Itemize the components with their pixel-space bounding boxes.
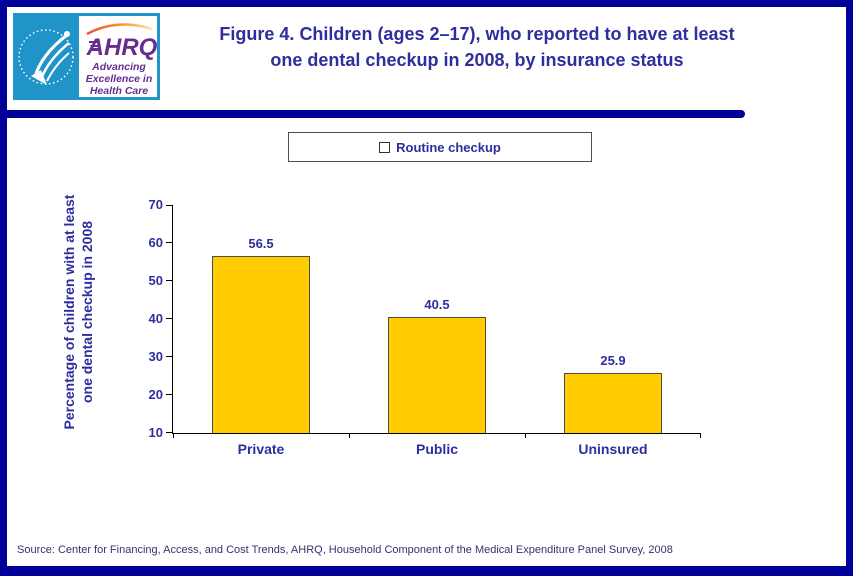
bar-value-label: 40.5 — [424, 297, 450, 313]
source-note: Source: Center for Financing, Access, an… — [17, 544, 673, 556]
x-tick-mark — [173, 433, 174, 438]
y-axis-title-line2: one dental checkup in 2008 — [79, 220, 95, 404]
ahrq-hhs-logo-graphic: AHRQ Advancing Excellence in Health Care — [13, 13, 160, 100]
y-tick-label: 10 — [148, 425, 163, 440]
slide-content: AHRQ Advancing Excellence in Health Care… — [7, 7, 846, 566]
ahrq-tagline-line2: Excellence in — [86, 73, 153, 85]
legend-label: Routine checkup — [396, 139, 501, 155]
legend: Routine checkup — [288, 132, 592, 162]
x-tick-mark — [349, 433, 350, 438]
category-label-uninsured: Uninsured — [578, 441, 648, 457]
y-tick-label: 20 — [148, 387, 163, 402]
y-tick-mark — [166, 356, 172, 357]
header-divider — [7, 110, 745, 118]
bar-value-label: 25.9 — [600, 352, 626, 368]
bar-value-label: 56.5 — [248, 236, 274, 252]
y-tick-label: 30 — [148, 349, 163, 364]
bar-public — [388, 317, 486, 433]
y-tick-label: 50 — [148, 273, 163, 288]
ahrq-logo-text: AHRQ — [86, 34, 158, 61]
y-tick-label: 60 — [148, 235, 163, 250]
y-axis-title: Percentage of children with at least one… — [60, 157, 96, 467]
bar-private — [212, 256, 310, 433]
category-label-public: Public — [415, 441, 458, 457]
hhs-eagle-icon — [18, 29, 74, 85]
legend-swatch-icon — [379, 141, 391, 153]
x-tick-mark — [525, 433, 526, 438]
bar-uninsured — [564, 372, 662, 433]
x-tick-mark — [700, 433, 701, 438]
y-tick-label: 40 — [148, 311, 163, 326]
figure-title-line1: Figure 4. Children (ages 2–17), who repo… — [219, 24, 735, 44]
y-tick-mark — [166, 432, 172, 433]
ahrq-tagline-line3: Health Care — [90, 85, 149, 97]
rainbow-arc-icon — [86, 23, 153, 36]
plot-area: 10 20 30 40 50 60 70 56.5 Private 40.5 Public 25.9 U… — [149, 197, 701, 457]
y-tick-label: 70 — [148, 197, 163, 212]
ahrq-a-stripes-icon — [89, 41, 98, 51]
y-tick-mark — [166, 318, 172, 319]
figure-title-line2: one dental checkup in 2008, by insurance… — [270, 50, 684, 70]
y-tick-mark — [166, 205, 172, 206]
ahrq-hhs-logo: AHRQ Advancing Excellence in Health Care — [13, 13, 160, 100]
y-tick-mark — [166, 394, 172, 395]
category-label-private: Private — [237, 441, 285, 457]
y-tick-mark — [166, 242, 172, 243]
ahrq-tagline-line1: Advancing — [91, 61, 146, 73]
y-tick-mark — [166, 280, 172, 281]
figure-title: Figure 4. Children (ages 2–17), who repo… — [157, 21, 797, 73]
y-axis-title-line1: Percentage of children with at least — [61, 194, 77, 430]
